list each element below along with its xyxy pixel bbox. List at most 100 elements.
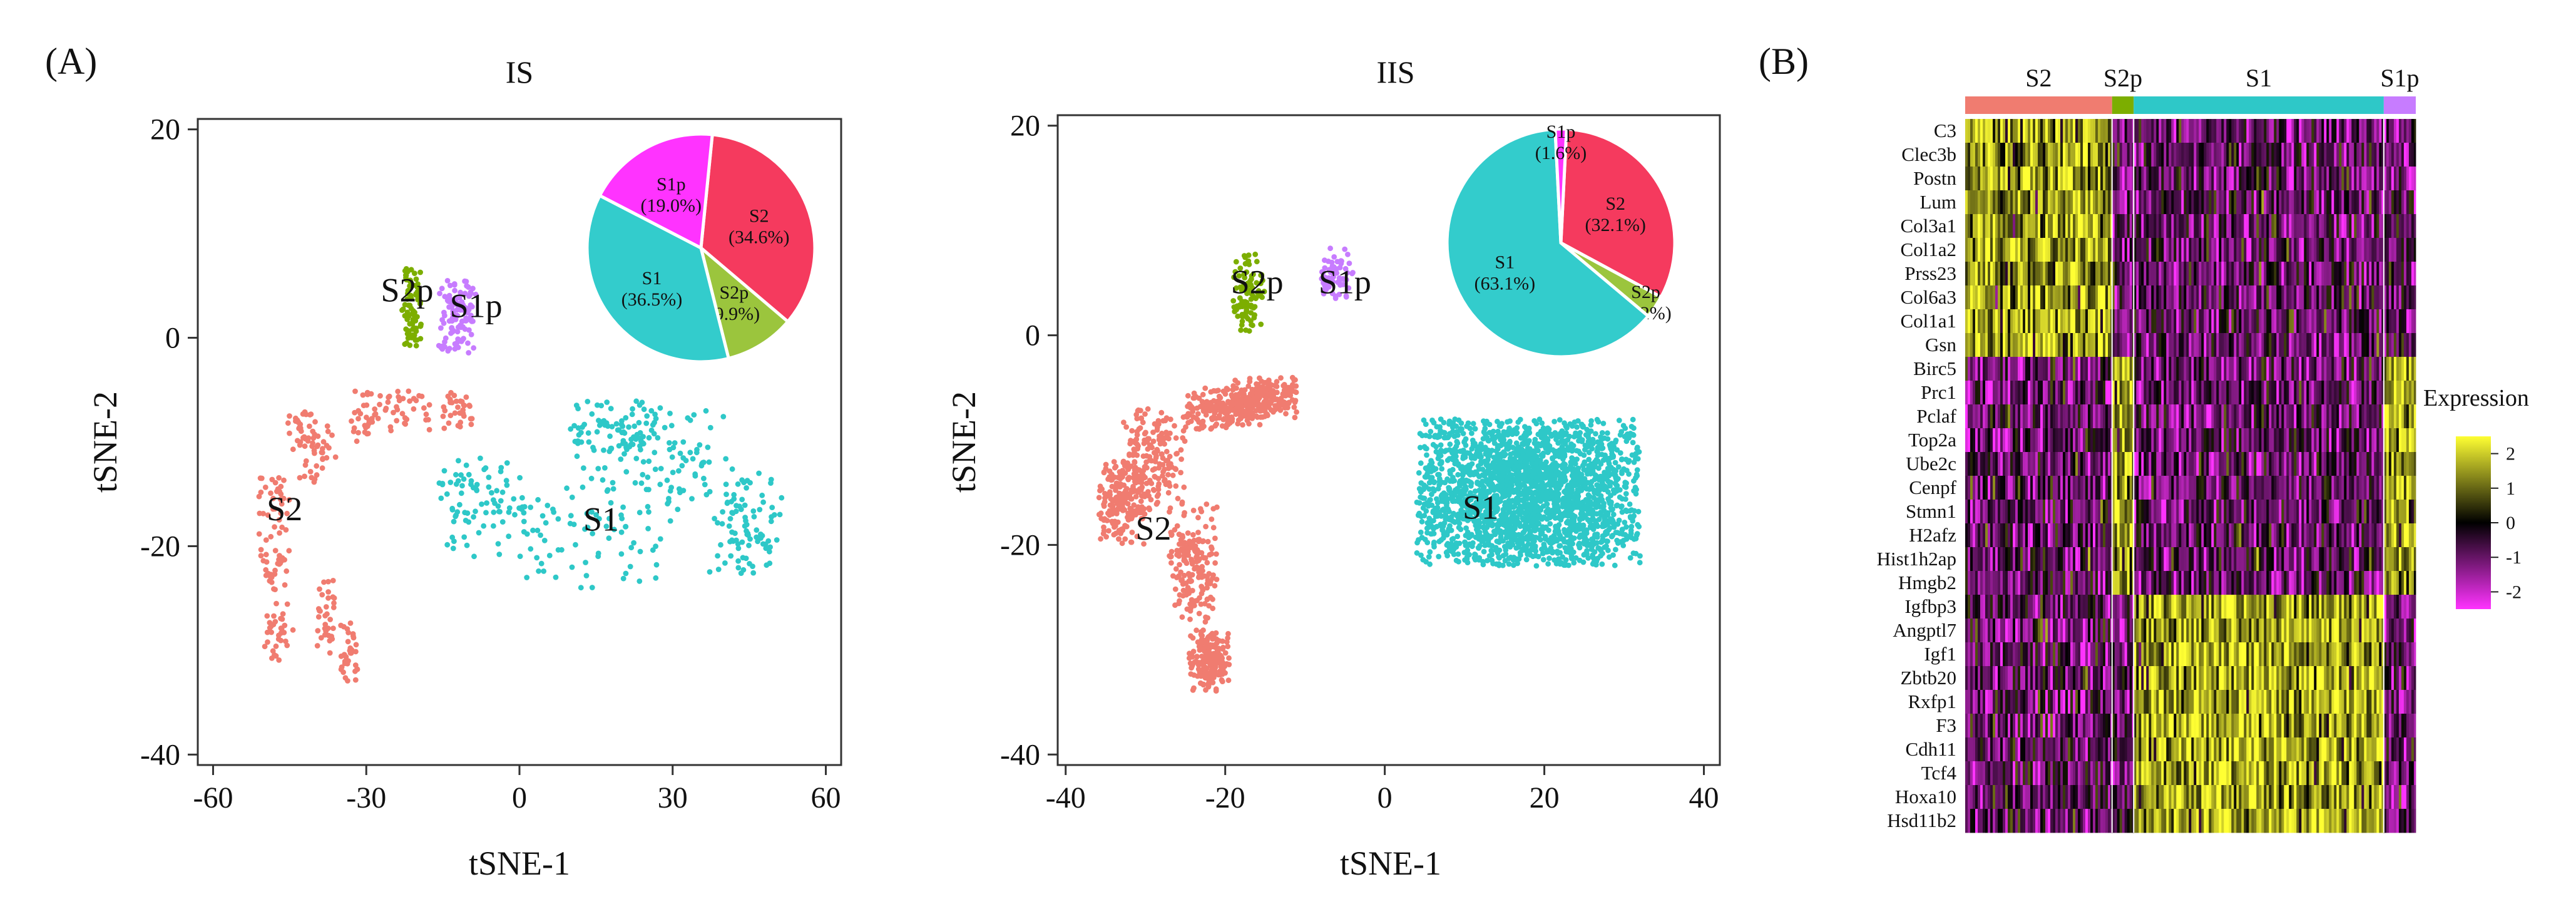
data-point <box>738 570 744 576</box>
data-point <box>1551 501 1558 507</box>
heatmap-cell <box>1968 333 1971 357</box>
data-point <box>583 560 588 565</box>
heatmap-cell <box>1985 547 1988 572</box>
data-point <box>1464 423 1469 429</box>
data-point <box>715 567 722 572</box>
data-point <box>405 290 411 297</box>
data-point <box>1556 531 1562 537</box>
data-point <box>452 346 458 352</box>
heatmap-cell <box>1975 571 1978 595</box>
data-point <box>1104 518 1110 523</box>
data-point <box>1193 627 1199 634</box>
data-point <box>417 336 424 342</box>
data-point <box>1453 489 1459 495</box>
cluster-bar: S2 S2p S1 S1p <box>1965 64 2420 114</box>
data-point <box>1180 587 1187 593</box>
data-point <box>1150 429 1156 435</box>
data-point <box>1444 476 1450 482</box>
data-point <box>330 594 336 600</box>
data-point <box>645 526 651 532</box>
data-point <box>1179 577 1185 583</box>
heatmap-cell <box>1980 404 1983 429</box>
data-point <box>1550 461 1556 467</box>
data-point <box>585 399 591 404</box>
heatmap-cell <box>1973 714 1976 738</box>
data-point <box>550 506 556 512</box>
heatmap-cell <box>1973 285 1976 310</box>
data-point <box>1495 428 1501 434</box>
data-point <box>1283 411 1289 417</box>
data-point <box>594 429 600 435</box>
heatmap-cell <box>1990 167 1993 191</box>
data-point <box>1487 451 1493 456</box>
cluster-s1p-points <box>436 278 479 356</box>
data-point <box>1249 386 1255 393</box>
data-point <box>1446 418 1453 424</box>
data-point <box>1189 561 1195 567</box>
data-point <box>541 568 547 574</box>
data-point <box>403 272 409 279</box>
heatmap-cell <box>1980 595 1983 619</box>
data-point <box>479 501 484 507</box>
data-point <box>1526 447 1533 453</box>
data-point <box>1521 529 1527 535</box>
heatmap-cell <box>1973 595 1976 619</box>
data-point <box>489 490 494 496</box>
data-point <box>720 509 725 515</box>
data-point <box>486 484 492 490</box>
data-point <box>284 510 290 516</box>
data-point <box>1188 557 1194 562</box>
data-point <box>626 424 631 430</box>
heatmap-cell <box>1973 190 1976 215</box>
data-point <box>670 444 677 451</box>
data-point <box>311 448 317 454</box>
data-point <box>504 482 510 488</box>
data-point <box>631 540 636 546</box>
data-point <box>310 435 317 441</box>
data-point <box>541 538 548 543</box>
heatmap-cell <box>1995 143 1998 167</box>
data-point <box>458 472 464 478</box>
data-point <box>1172 423 1177 429</box>
data-point <box>354 438 360 444</box>
pie-label: S1p <box>1546 121 1576 142</box>
data-point <box>319 449 325 455</box>
heatmap-cell <box>1973 642 1976 667</box>
data-point <box>574 453 580 460</box>
data-point <box>279 501 285 507</box>
data-point <box>1177 548 1183 553</box>
heatmap-cell <box>1980 714 1983 738</box>
data-point <box>1183 592 1189 598</box>
data-point <box>303 458 309 464</box>
data-point <box>657 536 663 542</box>
data-point <box>1179 614 1185 620</box>
data-point <box>1557 476 1563 483</box>
y-tick-label: 0 <box>1025 319 1040 352</box>
data-point <box>555 547 561 553</box>
data-point <box>1134 432 1140 438</box>
heatmap-cell <box>1973 167 1976 191</box>
data-point <box>1197 647 1203 653</box>
data-point <box>1191 685 1197 691</box>
data-point <box>451 518 457 525</box>
data-point <box>1524 496 1530 502</box>
heatmap-cell <box>1970 119 1973 143</box>
data-point <box>757 506 763 513</box>
data-point <box>269 655 275 661</box>
data-point <box>1456 417 1462 423</box>
data-point <box>616 443 622 449</box>
data-point <box>315 614 322 620</box>
data-point <box>769 514 774 520</box>
data-point <box>1125 501 1131 506</box>
data-point <box>739 496 745 503</box>
data-point <box>506 505 513 511</box>
data-point <box>349 418 354 424</box>
data-point <box>1613 488 1620 494</box>
heatmap-cell <box>1970 690 1973 714</box>
data-point <box>325 428 331 434</box>
data-point <box>1446 545 1453 551</box>
data-point <box>1276 399 1282 404</box>
data-point <box>1186 606 1192 612</box>
data-point <box>744 521 750 528</box>
